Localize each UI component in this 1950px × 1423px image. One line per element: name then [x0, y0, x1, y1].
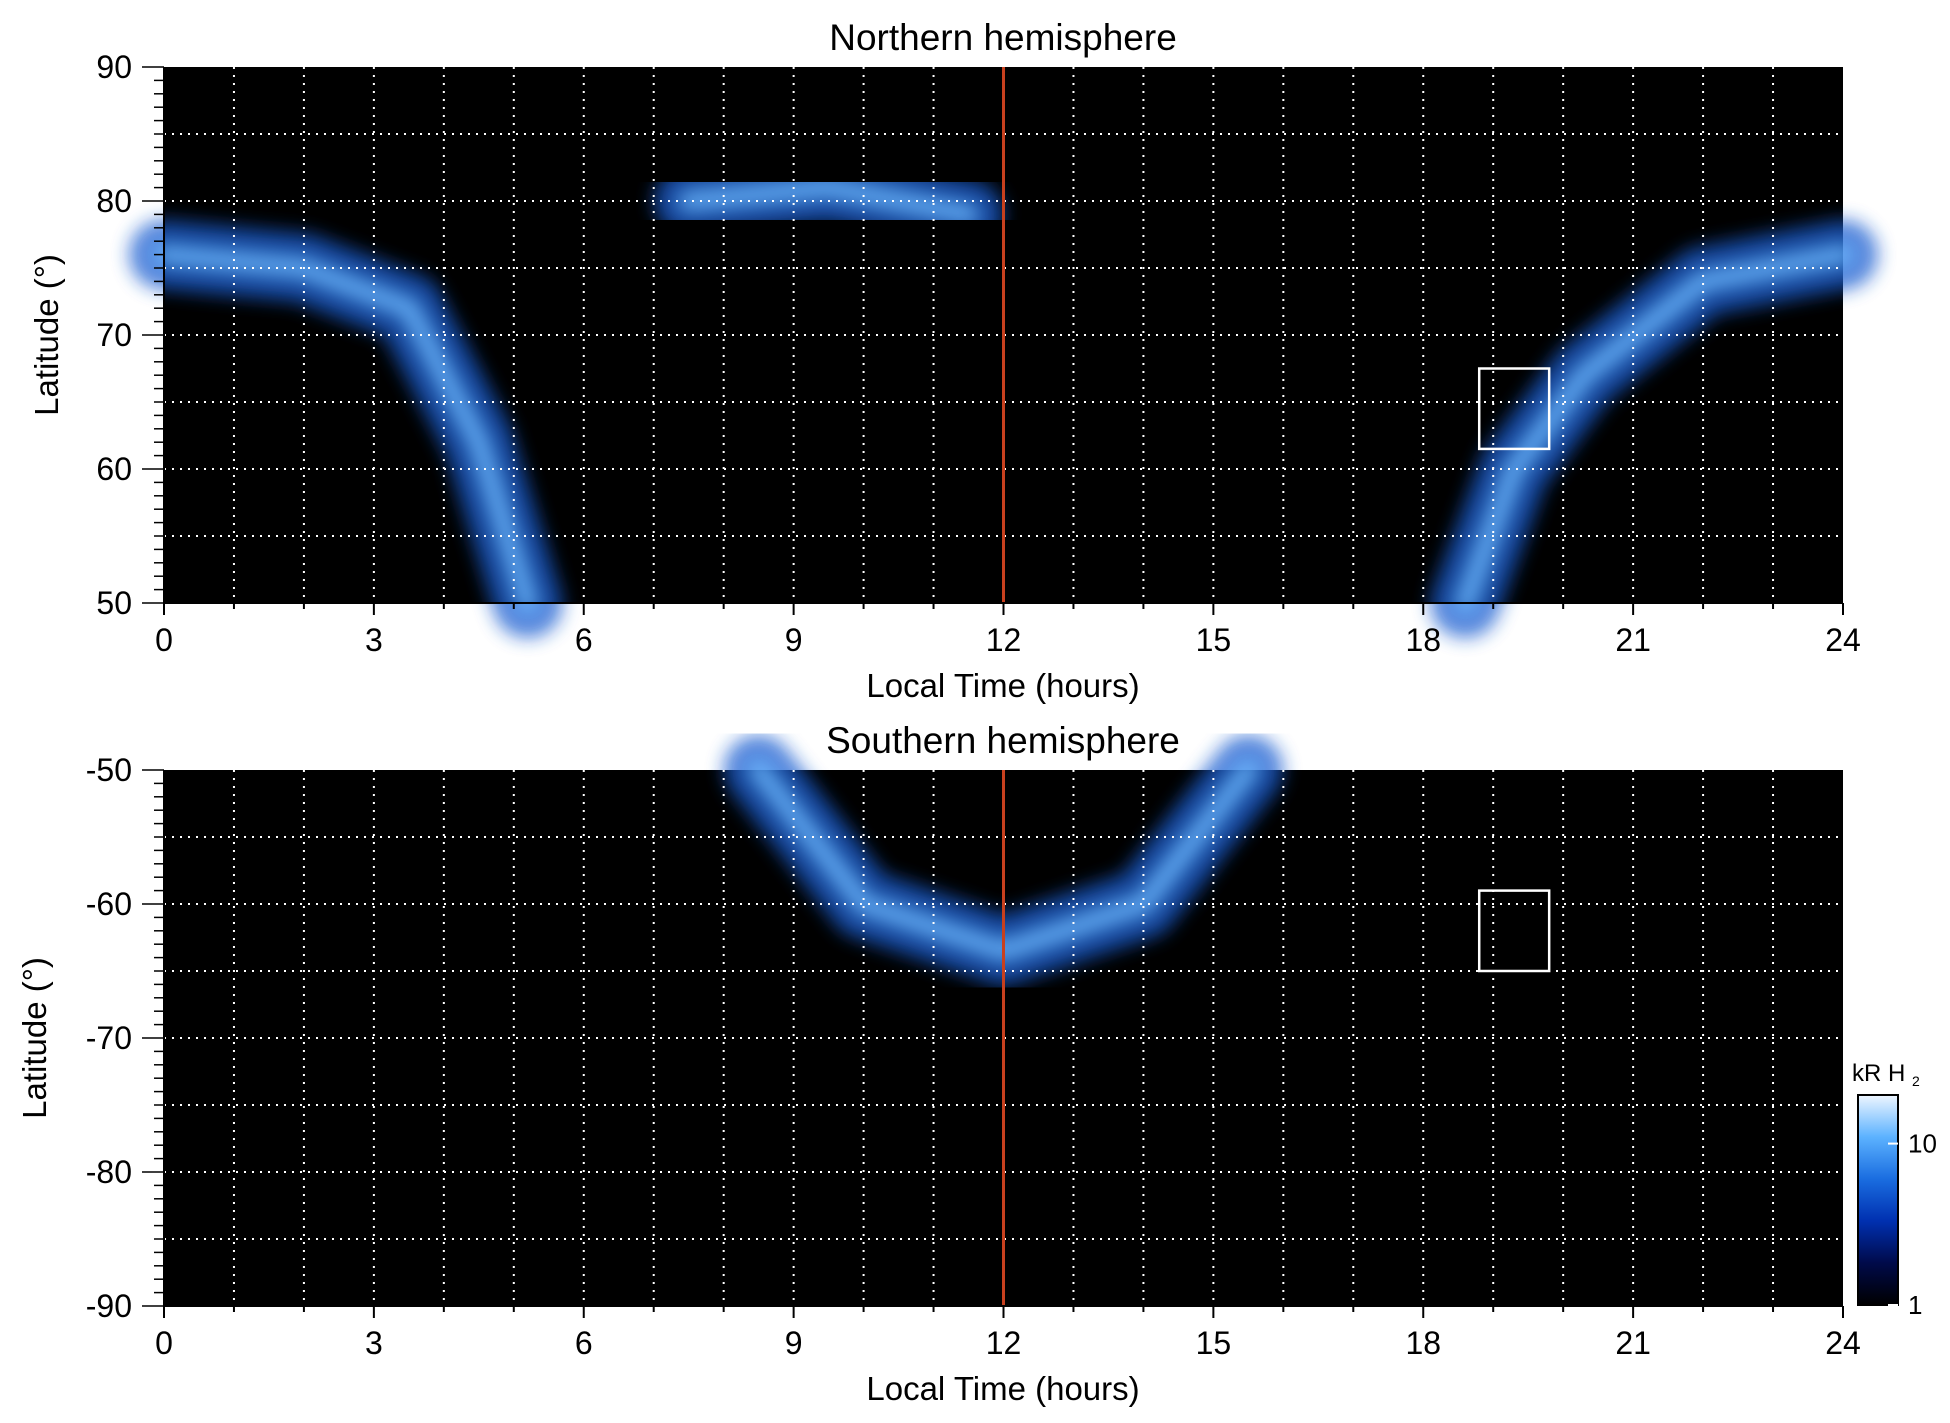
south-x-tick-label: 15 [1196, 1325, 1232, 1361]
north-x-tick-label: 9 [785, 622, 803, 658]
south-y-tick-label: -90 [86, 1288, 132, 1324]
south-x-tick-label: 12 [986, 1325, 1022, 1361]
north-selection-box [1477, 367, 1551, 451]
south-axes: 0 3 6 9 12 15 18 21 24 -90 -80 -70 -60 -50 [86, 752, 1861, 1361]
south-ylabel: Latitude (°) [16, 957, 53, 1119]
north-x-tick-label: 0 [155, 622, 173, 658]
north-axes: 0 3 6 9 12 15 18 21 24 50 60 70 80 90 [96, 49, 1860, 658]
north-y-tick-label: 50 [96, 585, 132, 621]
south-x-tick-label: 9 [785, 1325, 803, 1361]
north-x-tick-label: 24 [1825, 622, 1861, 658]
colorbar-label-sub: 2 [1912, 1073, 1920, 1089]
south-x-tick-label: 0 [155, 1325, 173, 1361]
north-emission-core-2 [677, 176, 980, 226]
colorbar-gradient [1857, 1094, 1899, 1306]
colorbar-tick-label: 10 [1908, 1129, 1937, 1159]
south-y-tick-label: -60 [86, 886, 132, 922]
south-x-tick-label: 3 [365, 1325, 383, 1361]
south-selection-box [1477, 889, 1551, 973]
north-y-tick-label: 90 [96, 49, 132, 85]
north-y-tick-label: 80 [96, 183, 132, 219]
north-x-tick-label: 15 [1196, 622, 1232, 658]
north-x-tick-label: 21 [1615, 622, 1651, 658]
north-emission-core-1 [1454, 243, 1854, 614]
colorbar-label-main: kR H [1852, 1060, 1905, 1087]
south-x-tick-label: 6 [575, 1325, 593, 1361]
north-emission-core-0 [153, 243, 539, 614]
south-x-tick-label: 24 [1825, 1325, 1861, 1361]
south-xlabel: Local Time (hours) [866, 1370, 1139, 1407]
south-title: Southern hemisphere [826, 720, 1180, 761]
north-ylabel: Latitude (°) [28, 254, 65, 416]
north-title: Northern hemisphere [829, 17, 1177, 58]
southern-panel: Southern hemisphere 0 3 6 9 12 15 18 21 24 -90 -80… [16, 720, 1861, 1407]
colorbar-label: kR H 2 [1852, 1060, 1920, 1089]
south-y-tick-label: -50 [86, 752, 132, 788]
north-xlabel: Local Time (hours) [866, 667, 1139, 704]
colorbar-tick-label: 1 [1908, 1290, 1922, 1320]
south-y-tick-label: -80 [86, 1154, 132, 1190]
colorbar-ticks: 1 10 [1888, 1129, 1937, 1320]
south-x-tick-label: 18 [1405, 1325, 1441, 1361]
north-x-tick-label: 18 [1405, 622, 1441, 658]
north-x-tick-label: 3 [365, 622, 383, 658]
north-x-tick-label: 6 [575, 622, 593, 658]
north-emission [129, 152, 1878, 638]
northern-panel: Northern hemisphere 0 3 6 9 12 15 18 21 24 50 60 70… [28, 17, 1878, 704]
north-x-tick-label: 12 [986, 622, 1022, 658]
south-x-tick-label: 21 [1615, 1325, 1651, 1361]
colorbar: kR H 2 1 10 [1852, 1060, 1937, 1320]
north-y-tick-label: 70 [96, 317, 132, 353]
south-y-tick-label: -70 [86, 1020, 132, 1056]
north-y-tick-label: 60 [96, 451, 132, 487]
